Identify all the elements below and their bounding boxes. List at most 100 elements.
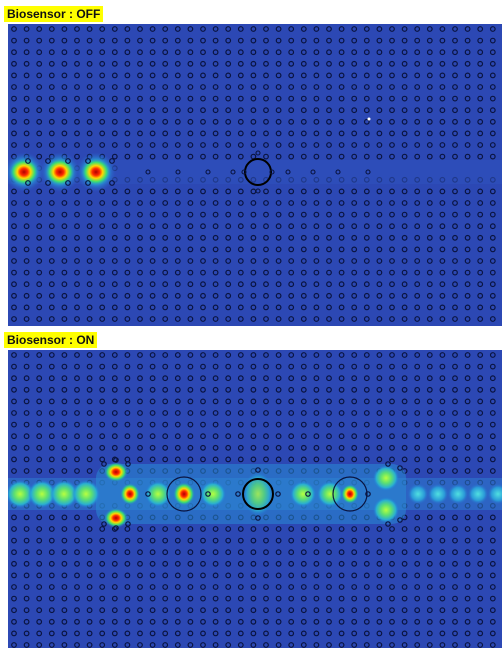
rod <box>401 642 408 648</box>
rod <box>86 595 93 602</box>
rod <box>464 642 471 648</box>
rod <box>162 433 169 440</box>
rod <box>225 292 232 299</box>
rod <box>124 352 131 358</box>
rod <box>288 258 295 264</box>
rod <box>25 180 31 186</box>
rod <box>300 211 307 218</box>
rod <box>174 595 181 602</box>
rod <box>300 72 307 79</box>
rod <box>414 26 421 32</box>
rod <box>363 537 370 544</box>
rod <box>376 223 383 230</box>
rod <box>477 72 484 79</box>
rod <box>61 281 68 288</box>
rod <box>187 386 194 393</box>
ring-rod <box>269 169 275 175</box>
rod <box>187 84 194 90</box>
rod <box>326 107 332 114</box>
rod <box>200 234 206 241</box>
rod <box>489 642 496 648</box>
rod <box>452 560 458 567</box>
rod <box>426 386 433 393</box>
rod <box>250 433 257 440</box>
rod <box>48 234 55 241</box>
rod <box>36 560 43 567</box>
rod <box>25 158 31 164</box>
rod <box>149 130 156 137</box>
rod <box>414 410 421 416</box>
rod <box>61 386 68 393</box>
rod <box>439 560 446 567</box>
rod <box>162 37 169 44</box>
rod <box>11 456 17 463</box>
rod <box>439 153 446 160</box>
rod <box>149 60 156 67</box>
rod <box>187 398 194 405</box>
rod <box>237 352 244 358</box>
rod <box>363 107 370 114</box>
rod <box>489 37 496 44</box>
rod <box>237 223 244 230</box>
rod <box>351 433 358 440</box>
rod <box>452 281 458 288</box>
rod <box>275 363 282 370</box>
rod <box>187 584 194 590</box>
rod <box>149 526 156 532</box>
rod <box>300 410 307 416</box>
rod <box>401 304 408 311</box>
rod <box>351 421 358 428</box>
rod <box>401 363 408 370</box>
rod <box>326 60 332 67</box>
rod <box>99 281 106 288</box>
rod <box>263 444 269 451</box>
rod <box>389 118 395 125</box>
rod <box>124 433 131 440</box>
rod <box>11 386 17 393</box>
rod <box>137 188 143 195</box>
rod <box>36 292 43 299</box>
rod <box>389 537 395 544</box>
rod <box>225 316 232 322</box>
rod <box>288 269 295 276</box>
rod <box>11 142 17 148</box>
rod <box>237 595 244 602</box>
rod <box>389 26 395 32</box>
rod <box>111 642 118 648</box>
rod <box>74 595 80 602</box>
rod <box>351 130 358 137</box>
rod <box>124 549 131 556</box>
rod <box>162 281 169 288</box>
rod <box>263 618 269 625</box>
rod <box>376 281 383 288</box>
rod <box>187 537 194 544</box>
rod <box>363 375 370 382</box>
rod <box>477 549 484 556</box>
rod <box>99 618 106 625</box>
rod <box>439 258 446 264</box>
rod <box>426 363 433 370</box>
rod <box>275 537 282 544</box>
rod <box>137 444 143 451</box>
rod <box>162 292 169 299</box>
rod <box>288 60 295 67</box>
rod <box>363 258 370 264</box>
rod <box>414 642 421 648</box>
rod <box>124 258 131 264</box>
defect-rod <box>365 491 371 497</box>
rod <box>300 26 307 32</box>
rod <box>351 37 358 44</box>
rod <box>124 618 131 625</box>
rod <box>137 537 143 544</box>
rod <box>200 410 206 416</box>
rod <box>74 95 80 102</box>
rod <box>300 49 307 56</box>
rod <box>99 630 106 637</box>
rod <box>137 421 143 428</box>
rod <box>275 234 282 241</box>
rod <box>99 304 106 311</box>
rod <box>300 292 307 299</box>
rod <box>250 572 257 579</box>
rod <box>389 292 395 299</box>
rod <box>149 107 156 114</box>
